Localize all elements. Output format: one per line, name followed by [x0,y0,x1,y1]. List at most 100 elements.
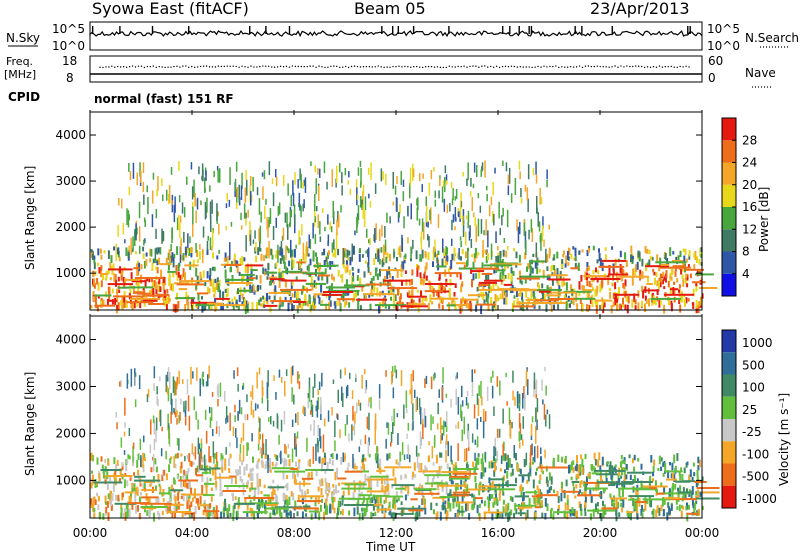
power-cell [267,271,278,274]
power-cell [440,285,443,294]
velocity-cell [124,472,127,477]
power-cell [259,303,262,307]
power-cell [107,250,110,259]
power-cell [463,298,466,306]
power-cell [343,249,346,258]
power-cell [115,243,117,262]
velocity-cell [114,502,137,505]
velocity-cell [383,490,386,496]
velocity-cell [636,513,639,520]
velocity-cell [283,460,286,469]
velocity-cell [658,507,661,516]
power-cell [679,250,682,258]
velocity-cell [395,459,398,465]
power-cell [556,251,559,259]
velocity-cell [153,419,156,435]
power-cell [460,200,463,208]
power-cell [199,271,202,280]
nave-point [519,66,522,68]
power-cell [498,201,500,219]
velocity-cell [581,467,584,475]
power-cell [538,290,551,293]
velocity-cell [652,471,654,477]
x-tick-label: 12:00 [379,526,414,540]
velocity-cell [575,474,578,481]
velocity-cell [214,472,217,481]
velocity-cell [256,511,259,516]
velocity-cell [605,478,608,484]
velocity-cell [339,511,342,515]
power-cell [427,302,430,310]
power-cell [499,250,502,258]
power-cell [242,274,245,282]
velocity-cell [167,413,169,431]
velocity-cell [679,473,682,481]
power-cell [226,282,253,284]
velocity-cell [592,508,595,517]
velocity-cell [452,498,455,502]
velocity-cell [168,464,171,473]
power-cell [284,212,287,223]
power-cell [578,292,581,297]
power-cell [312,250,315,257]
colorbar-tick-label: -100 [742,447,769,461]
velocity-cell [544,498,547,507]
power-cell [480,169,482,177]
nave-point [608,66,610,68]
power-cell [443,248,446,257]
velocity-cell [275,494,278,503]
y-tick-label: 4000 [55,332,86,346]
velocity-cell [366,478,395,481]
velocity-cell [325,482,328,489]
velocity-cell [539,503,542,508]
power-cell [639,269,642,278]
power-cell [699,287,718,289]
velocity-cell [444,421,447,428]
power-cell [241,172,243,190]
velocity-cell [337,414,339,420]
power-cell [500,281,503,285]
velocity-cell [557,495,560,504]
velocity-cell [412,403,414,421]
velocity-cell [529,466,532,474]
velocity-cell [142,452,144,468]
power-cell [618,275,649,278]
velocity-cell [218,426,220,437]
velocity-cell [449,475,469,478]
velocity-cell [138,375,141,389]
power-cell [262,295,265,300]
velocity-cell [101,464,104,469]
velocity-cell [440,434,442,444]
power-cell [428,182,431,196]
velocity-cell [546,489,549,494]
nave-point [176,65,178,68]
power-cell [227,298,230,303]
velocity-cell [348,510,351,516]
power-cell [670,276,673,281]
power-cell [252,285,255,293]
power-cell [608,265,611,274]
velocity-cell [680,510,683,518]
power-cell [623,285,626,290]
nave-point [629,65,631,68]
power-cell [623,290,626,295]
power-cell [289,300,292,305]
power-cell [506,209,509,228]
power-cell [648,249,651,255]
power-cell [100,280,103,288]
power-cell [550,288,562,291]
nave-point [472,65,474,67]
power-cell [411,290,414,297]
power-cell [330,226,333,233]
velocity-cell [534,506,542,509]
power-cell [526,187,529,201]
velocity-cell [524,393,526,411]
power-cell [198,166,200,175]
velocity-cell [635,501,647,503]
velocity-cell [236,437,238,449]
velocity-cell [249,499,252,504]
power-cell [424,298,427,302]
power-cell [486,185,488,191]
power-cell [100,300,103,308]
velocity-cell [228,504,231,512]
